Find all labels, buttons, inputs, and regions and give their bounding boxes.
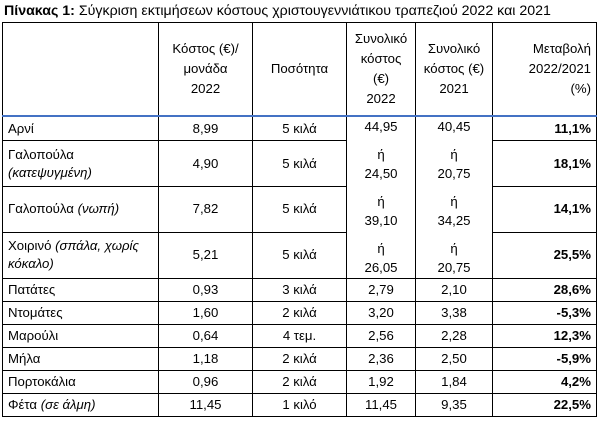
quantity: 5 κιλά	[252, 186, 347, 233]
total-2022: 11,45	[346, 392, 416, 417]
total-2021: 1,84	[415, 369, 493, 394]
item-name: Μαρούλι	[2, 323, 159, 348]
quantity: 3 κιλά	[252, 277, 347, 302]
quantity: 5 κιλά	[252, 115, 347, 142]
item-name: Μήλα	[2, 346, 159, 371]
quantity: 5 κιλά	[252, 140, 347, 188]
table-row: Χοιρινό (σπάλα, χωρίς κόκαλο) 5,21 5 κιλ…	[2, 231, 597, 279]
quantity: 4 τεμ.	[252, 323, 347, 348]
unit-cost: 11,45	[158, 392, 253, 417]
item-name: Ντομάτες	[2, 300, 159, 325]
total-2021: 2,28	[415, 323, 493, 348]
change-percent: -5,3%	[492, 300, 597, 325]
change-percent: 12,3%	[492, 323, 597, 348]
change-percent: 28,6%	[492, 277, 597, 302]
unit-cost: 1,60	[158, 300, 253, 325]
table-row: Ντομάτες 1,60 2 κιλά 3,20 3,38 -5,3%	[2, 300, 597, 325]
total-2022: 2,36	[346, 346, 416, 371]
unit-cost: 1,18	[158, 346, 253, 371]
total-2022: 3,20	[346, 300, 416, 325]
change-percent: 4,2%	[492, 369, 597, 394]
unit-cost: 8,99	[158, 115, 253, 142]
header-total-2022: Συνολικό κόστος (€) 2022	[346, 22, 416, 117]
table-row: Πατάτες 0,93 3 κιλά 2,79 2,10 28,6%	[2, 277, 597, 302]
change-percent: 14,1%	[492, 186, 597, 233]
quantity: 1 κιλό	[252, 392, 347, 417]
unit-cost: 0,96	[158, 369, 253, 394]
total-2022: 1,92	[346, 369, 416, 394]
item-name: Πορτοκάλια	[2, 369, 159, 394]
total-2022-merged: 44,95 ή 24,50 ή 39,10 ή 26,05	[346, 115, 416, 279]
caption-text: Σύγκριση εκτιμήσεων κόστους χριστουγεννι…	[74, 3, 551, 19]
unit-cost: 5,21	[158, 231, 253, 279]
total-2022: 2,56	[346, 323, 416, 348]
total-2021: 2,10	[415, 277, 493, 302]
total-2022: 2,79	[346, 277, 416, 302]
header-total-2021: Συνολικό κόστος (€) 2021	[415, 22, 493, 117]
item-name: Χοιρινό (σπάλα, χωρίς κόκαλο)	[2, 231, 159, 279]
item-name: Αρνί	[2, 115, 159, 142]
change-percent: 25,5%	[492, 231, 597, 279]
table-row: Μήλα 1,18 2 κιλά 2,36 2,50 -5,9%	[2, 346, 597, 371]
table-row: Μαρούλι 0,64 4 τεμ. 2,56 2,28 12,3%	[2, 323, 597, 348]
change-percent: -5,9%	[492, 346, 597, 371]
caption-label: Πίνακας 1:	[4, 3, 75, 19]
header-cost: Κόστος (€)/ μονάδα 2022	[158, 22, 253, 117]
total-2021: 2,50	[415, 346, 493, 371]
unit-cost: 0,93	[158, 277, 253, 302]
item-name: Πατάτες	[2, 277, 159, 302]
header-change: Μεταβολή 2022/2021 (%)	[492, 22, 597, 117]
table-caption: Πίνακας 1: Σύγκριση εκτιμήσεων κόστους χ…	[4, 2, 600, 20]
cost-comparison-table: Κόστος (€)/ μονάδα 2022 Ποσότητα Συνολικ…	[2, 22, 597, 417]
table-row: Γαλοπούλα (κατεψυγμένη) 4,90 5 κιλά 18,1%	[2, 140, 597, 188]
header-item	[2, 22, 159, 117]
total-2021: 3,38	[415, 300, 493, 325]
quantity: 5 κιλά	[252, 231, 347, 279]
unit-cost: 4,90	[158, 140, 253, 188]
item-name: Γαλοπούλα (κατεψυγμένη)	[2, 140, 159, 188]
table-row: Πορτοκάλια 0,96 2 κιλά 1,92 1,84 4,2%	[2, 369, 597, 394]
table-row: Φέτα (σε άλμη) 11,45 1 κιλό 11,45 9,35 2…	[2, 392, 597, 417]
item-name: Φέτα (σε άλμη)	[2, 392, 159, 417]
unit-cost: 7,82	[158, 186, 253, 233]
change-percent: 18,1%	[492, 140, 597, 188]
quantity: 2 κιλά	[252, 369, 347, 394]
change-percent: 22,5%	[492, 392, 597, 417]
change-percent: 11,1%	[492, 115, 597, 142]
total-2021: 9,35	[415, 392, 493, 417]
quantity: 2 κιλά	[252, 300, 347, 325]
total-2021-merged: 40,45 ή 20,75 ή 34,25 ή 20,75	[415, 115, 493, 279]
table-row: Αρνί 8,99 5 κιλά 44,95 ή 24,50 ή 39,10 ή…	[2, 115, 597, 279]
header-row: Κόστος (€)/ μονάδα 2022 Ποσότητα Συνολικ…	[2, 22, 597, 117]
table-row: Γαλοπούλα (νωπή) 7,82 5 κιλά 14,1%	[2, 186, 597, 233]
unit-cost: 0,64	[158, 323, 253, 348]
item-name: Γαλοπούλα (νωπή)	[2, 186, 159, 233]
header-quantity: Ποσότητα	[252, 22, 347, 117]
quantity: 2 κιλά	[252, 346, 347, 371]
